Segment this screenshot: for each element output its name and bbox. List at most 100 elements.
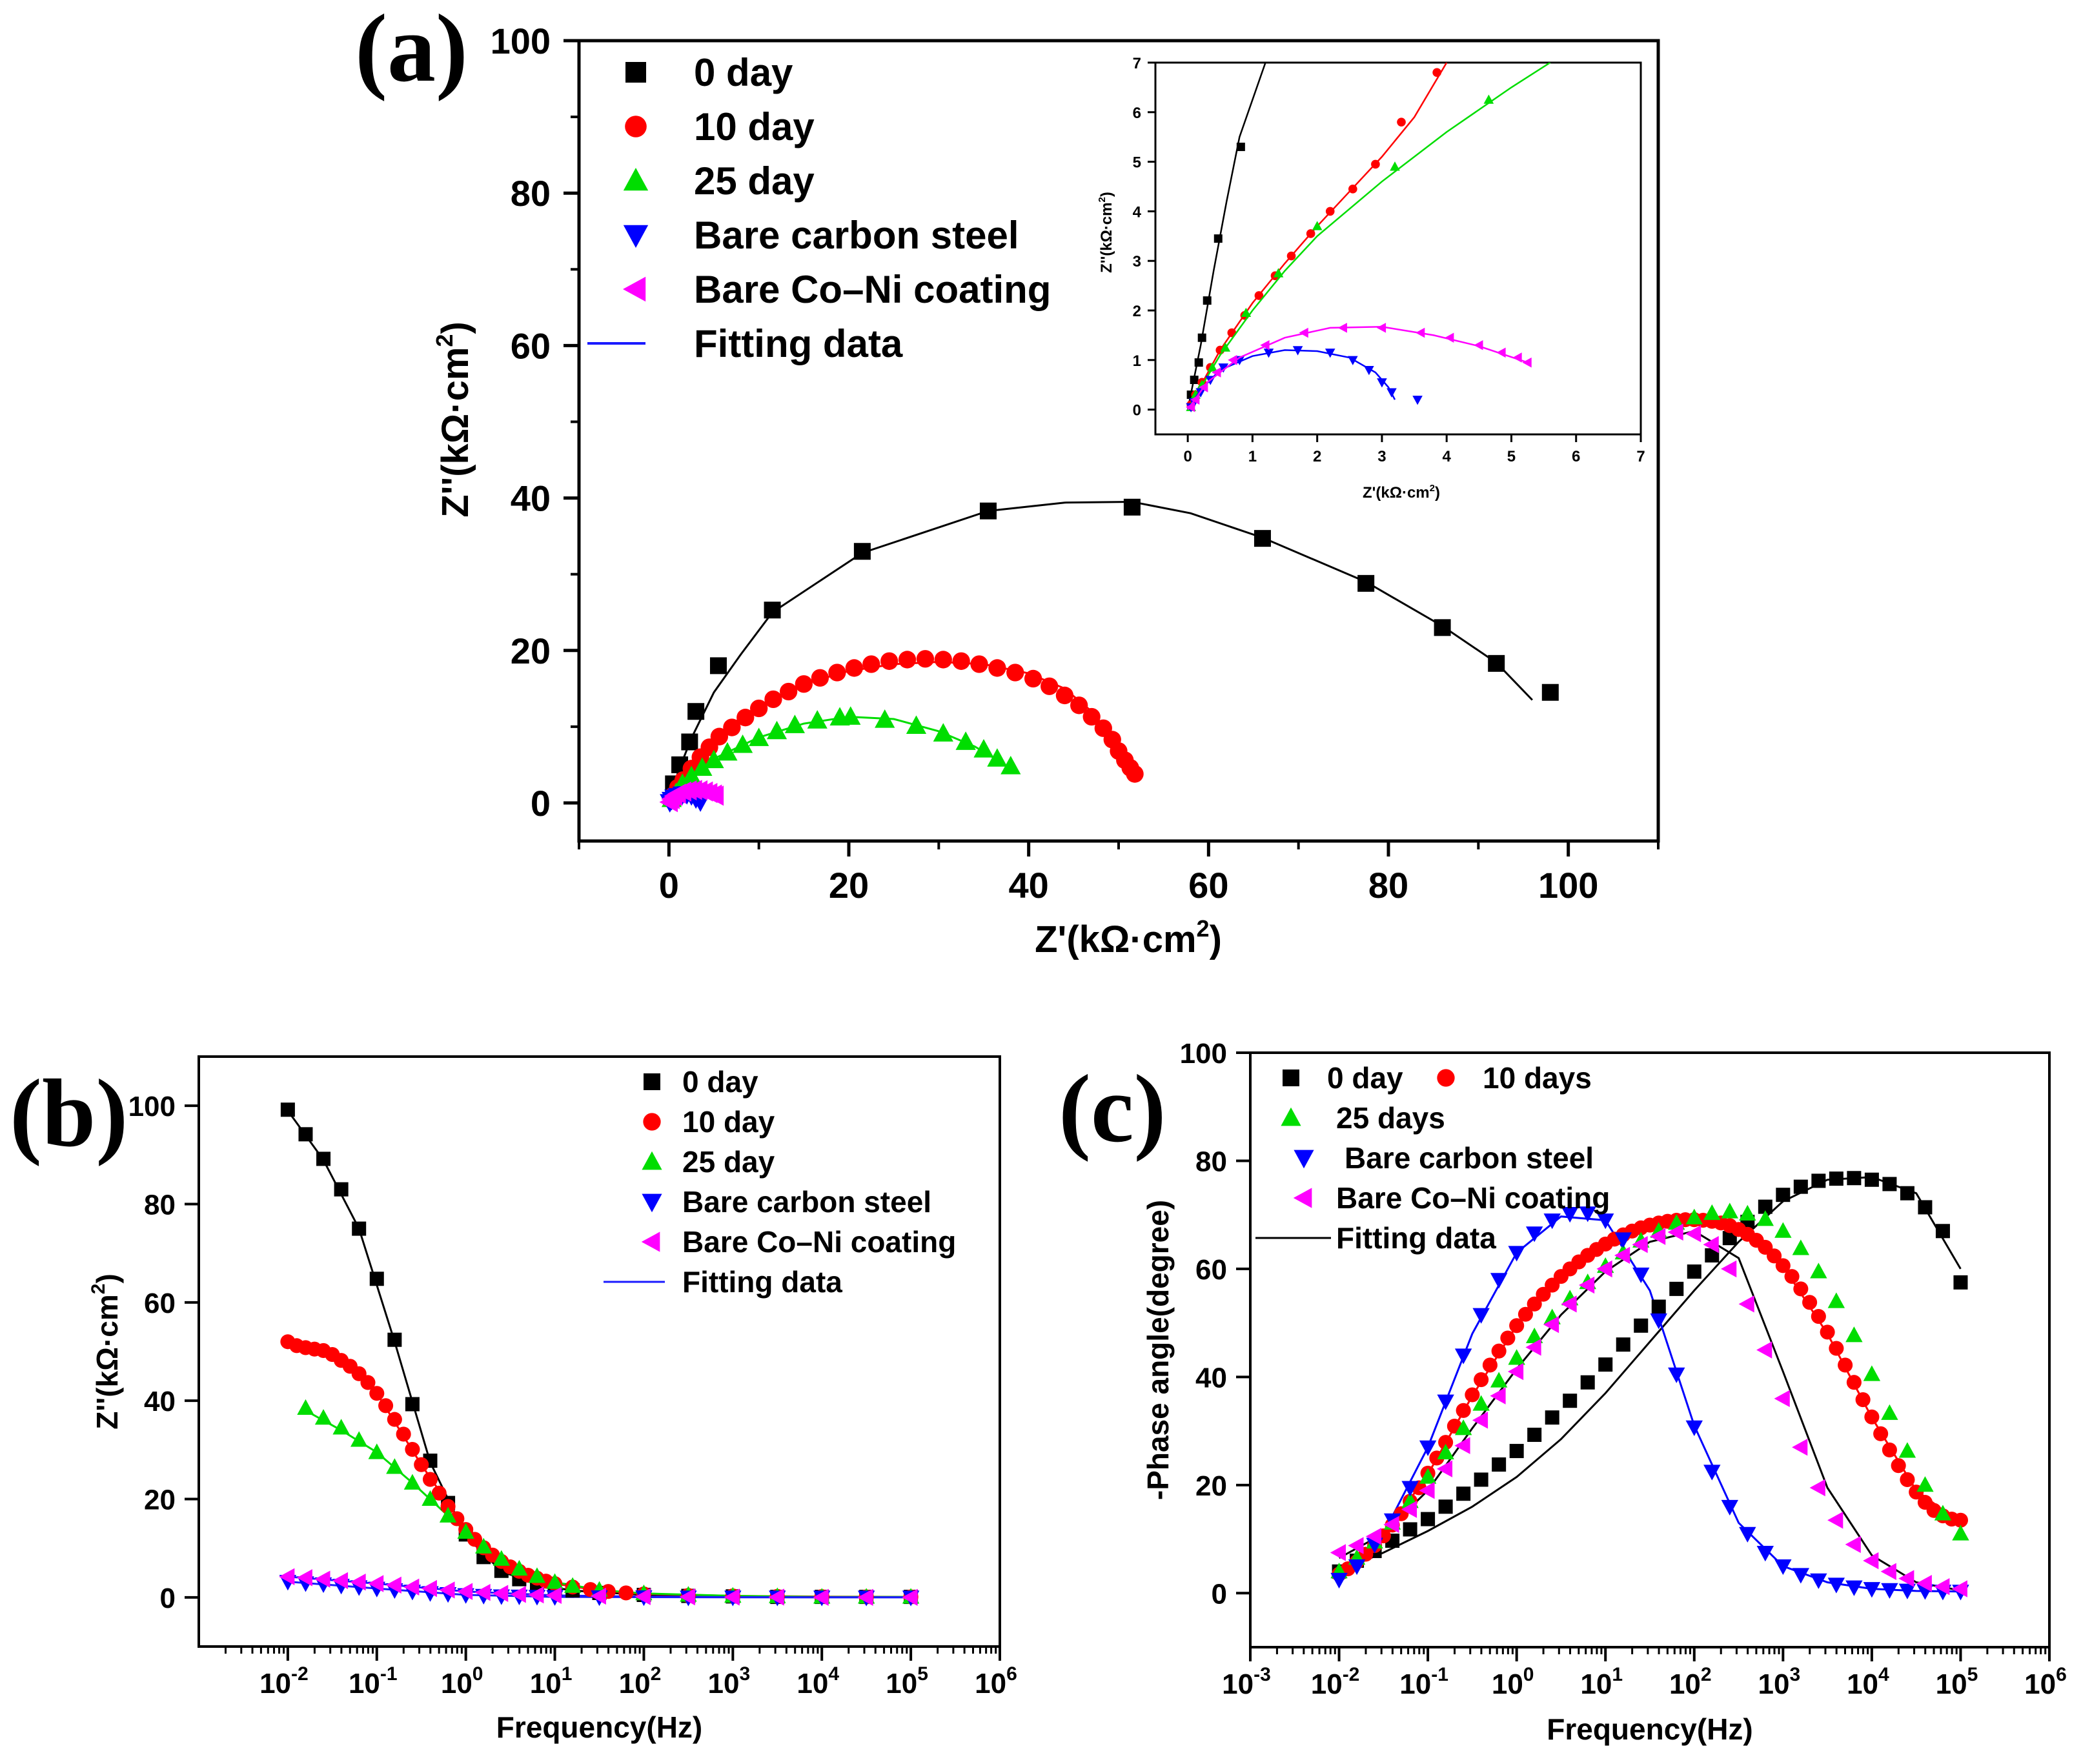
data-point-b-0-day (405, 1397, 420, 1412)
data-point-c-bare-co-ni-coating (1738, 1295, 1754, 1313)
inset-x-tick-label: 6 (1572, 448, 1580, 465)
data-point-c-25-days (1952, 1525, 1969, 1541)
legend-label-c-25-days: 25 days (1336, 1101, 1445, 1135)
x-tick-label-a: 60 (1188, 865, 1228, 906)
data-point-c-bare-co-ni-coating (1578, 1276, 1595, 1294)
data-point-c-bare-co-ni-coating (1898, 1570, 1914, 1587)
y-tick-label-b: 80 (144, 1190, 176, 1221)
inset-data-point-bare-carbon-steel (1292, 346, 1303, 356)
data-point-c-bare-carbon-steel (1898, 1583, 1916, 1599)
legend-marker-c-0-day (1283, 1070, 1299, 1086)
data-point-c-25-days (1863, 1365, 1881, 1381)
x-tick-label-exp-c: 3 (1789, 1664, 1800, 1685)
inset-data-point-10-day (1286, 251, 1296, 261)
y-axis-title-a: Z''(kΩ·cm2) (431, 321, 476, 518)
data-point-a-0-day (1541, 684, 1559, 701)
inset-y-tick-label: 7 (1133, 55, 1141, 72)
y-tick-label-a: 100 (491, 21, 551, 61)
data-point-c-10-days (1456, 1403, 1471, 1418)
data-point-b-bare-co-ni-coating (813, 1588, 829, 1607)
data-point-b-0-day (298, 1127, 313, 1142)
inset-data-point-10-day (1348, 185, 1357, 194)
inset-data-point-bare-carbon-steel (1195, 388, 1206, 398)
data-point-c-0-day (1776, 1188, 1791, 1202)
data-point-c-bare-carbon-steel (1863, 1582, 1881, 1598)
data-point-a-bare-co-ni-coating (705, 786, 724, 806)
data-point-c-bare-co-ni-coating (1419, 1481, 1435, 1499)
inset-data-point-bare-carbon-steel (1263, 349, 1274, 358)
y-axis-title-b: Z''(kΩ·cm2) (88, 1273, 124, 1430)
data-point-b-10-day (378, 1398, 394, 1414)
x-tick-label-exp-b: 6 (1006, 1663, 1017, 1685)
data-point-b-bare-co-ni-coating (545, 1587, 562, 1604)
data-point-c-0-day (1918, 1200, 1933, 1215)
inset-data-point-25-day (1220, 342, 1231, 352)
data-point-c-10-days (1882, 1442, 1897, 1457)
data-point-c-10-days (1500, 1330, 1516, 1346)
y-tick-label-a: 0 (531, 783, 551, 824)
data-point-c-bare-carbon-steel (1774, 1559, 1792, 1576)
x-axis-title-sup-a: 2 (1197, 915, 1210, 942)
plot-frame-b (198, 1055, 1001, 1648)
inset-data-point-bare-carbon-steel (1412, 396, 1423, 405)
data-point-c-bare-carbon-steel (1561, 1207, 1579, 1223)
data-point-c-0-day (1847, 1171, 1862, 1186)
data-point-c-0-day (1474, 1472, 1488, 1487)
data-point-c-bare-co-ni-coating (1614, 1246, 1630, 1264)
data-point-b-bare-co-ni-coating (493, 1585, 509, 1602)
legend-marker-c-bare-carbon-steel (1294, 1150, 1314, 1169)
legend-label-b-fitting-data: Fitting data (682, 1265, 842, 1299)
data-point-a-25-day (784, 715, 805, 733)
inset-data-point-bare-co-ni-coating (1445, 332, 1454, 343)
inset-data-point-0-day (1197, 333, 1206, 342)
data-point-a-25-day (807, 710, 828, 729)
data-point-a-25-day (749, 727, 769, 746)
data-point-c-0-day (1403, 1522, 1417, 1537)
legend-marker-c-10-days (1437, 1069, 1455, 1087)
data-point-a-25-day (732, 734, 753, 753)
data-point-c-bare-carbon-steel (1703, 1465, 1721, 1481)
x-tick-label-b: 10-2 (259, 1663, 309, 1699)
data-point-a-0-day (1357, 574, 1375, 592)
x-tick-label-exp-b: 5 (917, 1663, 928, 1685)
data-point-c-bare-carbon-steel (1632, 1267, 1650, 1284)
legend-marker-b-bare-carbon-steel (642, 1193, 662, 1213)
data-point-c-0-day (1598, 1357, 1613, 1372)
data-point-c-0-day (1900, 1186, 1914, 1201)
data-point-c-bare-co-ni-coating (1596, 1260, 1612, 1278)
data-point-c-bare-co-ni-coating (1809, 1479, 1825, 1497)
data-point-a-25-day (1000, 756, 1021, 775)
x-tick-label-exp-b: 4 (828, 1663, 839, 1685)
data-point-b-10-day (618, 1585, 634, 1601)
legend-label-a-fitting-data: Fitting data (694, 322, 903, 365)
x-tick-label-a: 40 (1009, 865, 1049, 906)
inset-data-point-25-day (1312, 221, 1323, 230)
data-point-c-bare-carbon-steel (1454, 1348, 1472, 1364)
data-point-c-bare-co-ni-coating (1774, 1390, 1790, 1408)
inset-data-point-25-day (1207, 362, 1218, 372)
data-point-a-25-day (973, 739, 994, 758)
x-tick-label-a: 80 (1368, 865, 1408, 906)
inset-data-point-bare-carbon-steel (1325, 349, 1335, 358)
x-tick-label-exp-c: 6 (2056, 1664, 2067, 1685)
data-point-b-10-day (387, 1412, 402, 1427)
data-point-a-10-day (898, 651, 917, 669)
data-point-c-10-days (1846, 1375, 1862, 1390)
data-point-c-10-days (1438, 1435, 1454, 1450)
x-axis-title-b: Frequency(Hz) (496, 1710, 702, 1744)
inset-x-tick-label: 1 (1248, 448, 1257, 465)
data-point-b-bare-co-ni-coating (296, 1569, 312, 1587)
data-point-c-0-day (1669, 1281, 1684, 1296)
inset-data-point-bare-carbon-steel (1377, 378, 1387, 388)
data-point-c-bare-carbon-steel (1685, 1420, 1703, 1436)
data-point-a-0-day (687, 703, 705, 720)
data-point-c-bare-co-ni-coating (1454, 1437, 1470, 1454)
y-tick-label-a: 80 (511, 173, 551, 214)
data-point-c-bare-co-ni-coating (1667, 1223, 1683, 1241)
data-point-a-10-day (970, 655, 988, 673)
data-point-c-10-days (1953, 1512, 1968, 1528)
inset-data-point-bare-co-ni-coating (1337, 323, 1347, 333)
data-point-b-0-day (316, 1151, 331, 1166)
data-point-b-bare-co-ni-coating (314, 1570, 330, 1588)
